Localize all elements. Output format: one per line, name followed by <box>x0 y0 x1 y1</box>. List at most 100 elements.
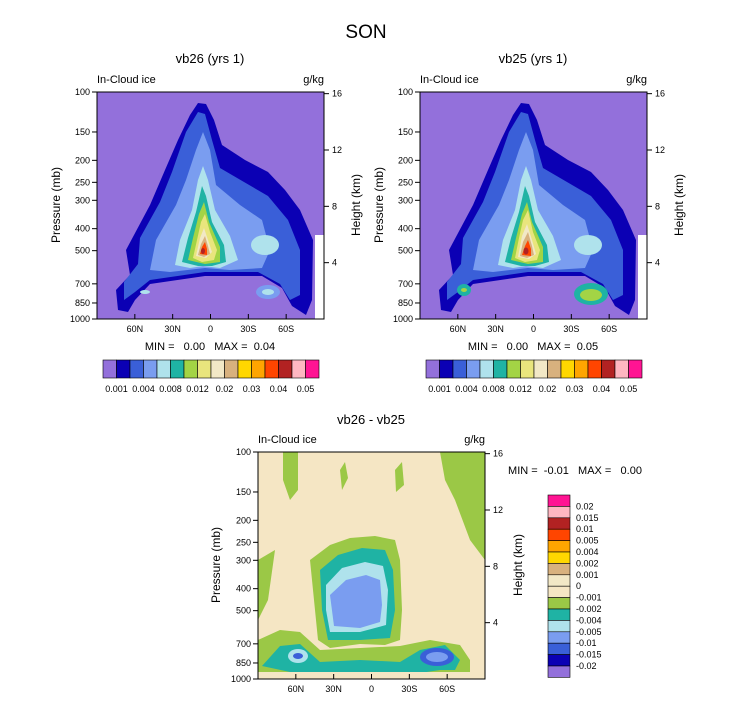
panel-vb26: vb26 (yrs 1) In-Cloud ice g/kg 100 150 200… <box>49 51 363 394</box>
y-tick-label: 300 <box>398 195 413 205</box>
colorbar-swatch <box>547 620 571 633</box>
colorbar-swatch <box>183 359 198 379</box>
contour-level <box>258 550 275 620</box>
contour-level <box>340 462 348 490</box>
y-tick-label: 700 <box>75 279 90 289</box>
x-tick-label: 60N <box>127 324 144 334</box>
y2-axis-label: Height (km) <box>672 174 686 236</box>
contour-feature <box>262 289 274 295</box>
y-tick-label: 700 <box>236 639 251 649</box>
contour-level <box>262 644 460 676</box>
variable-label: In-Cloud ice <box>97 74 156 86</box>
y-tick-label: 200 <box>236 515 251 525</box>
y-tick-label: 200 <box>398 155 413 165</box>
y-tick-label: 400 <box>398 224 413 234</box>
colorbar-swatch <box>264 359 279 379</box>
y-tick-label: 150 <box>236 487 251 497</box>
y2-tick-label: 12 <box>655 145 665 155</box>
x-tick-label: 60S <box>601 324 617 334</box>
colorbar-swatch <box>466 359 481 379</box>
y2-tick-label: 4 <box>332 258 337 268</box>
y-tick-label: 500 <box>398 246 413 256</box>
colorbar-swatch <box>547 551 571 564</box>
colorbar-swatch <box>425 359 440 379</box>
colorbar-swatch <box>452 359 467 379</box>
x-tick-labels: 60N 30N 0 30S 60S <box>450 324 618 334</box>
colorbar-label: 0.02 <box>576 501 594 511</box>
colorbar-swatch <box>237 359 252 379</box>
panel-title: vb25 (yrs 1) <box>499 51 568 66</box>
y-tick-label: 100 <box>398 87 413 97</box>
panel-difference: vb26 - vb25 In-Cloud ice g/kg 100 150 200 2… <box>209 412 642 694</box>
colorbar: 0.001 0.004 0.008 0.012 0.02 0.03 0.04 0.05 <box>102 359 320 394</box>
x-tick-label: 60S <box>439 684 455 694</box>
colorbar-label: 0.001 <box>105 384 128 394</box>
y-axis-label: Pressure (mb) <box>49 167 63 243</box>
contour-peak <box>201 248 205 254</box>
colorbar-swatch <box>291 359 306 379</box>
colorbar-label: 0.02 <box>539 384 557 394</box>
y2-axis-label: Height (km) <box>349 174 363 236</box>
y-tick-label: 100 <box>236 447 251 457</box>
colorbar-swatch <box>587 359 602 379</box>
contour-feature <box>293 653 303 659</box>
y-tick-labels: 100 150 200 250 300 400 500 700 850 1000 <box>231 447 251 684</box>
colorbar: 0.001 0.004 0.008 0.012 0.02 0.03 0.04 0.05 <box>425 359 643 394</box>
colorbar-swatch <box>170 359 185 379</box>
colorbar-label: 0.03 <box>566 384 584 394</box>
y-tick-label: 100 <box>75 87 90 97</box>
colorbar-label: 0.01 <box>576 524 594 534</box>
y2-tick-labels: 16 12 8 4 <box>332 89 342 268</box>
colorbar-swatch <box>601 359 616 379</box>
x-tick-label: 60S <box>278 324 294 334</box>
y2-tick-labels: 16 12 8 4 <box>493 449 503 628</box>
colorbar-swatch <box>614 359 629 379</box>
colorbar-swatch <box>102 359 117 379</box>
colorbar-swatch <box>143 359 158 379</box>
figure-title: SON <box>345 22 386 43</box>
colorbar-label: 0.012 <box>509 384 532 394</box>
units-label: g/kg <box>626 74 647 86</box>
colorbar-label: -0.005 <box>576 627 602 637</box>
y-tick-label: 500 <box>236 606 251 616</box>
colorbar-swatch <box>547 608 571 621</box>
y-tick-label: 300 <box>75 195 90 205</box>
y-tick-label: 250 <box>75 177 90 187</box>
x-tick-label: 30N <box>164 324 181 334</box>
y-tick-label: 500 <box>75 246 90 256</box>
colorbar-label: -0.01 <box>576 638 597 648</box>
y2-tick-label: 16 <box>332 89 342 99</box>
y2-tick-label: 12 <box>332 145 342 155</box>
colorbar-label: 0.008 <box>159 384 182 394</box>
y2-tick-labels: 16 12 8 4 <box>655 89 665 268</box>
x-tick-label: 60N <box>288 684 305 694</box>
colorbar-swatch <box>493 359 508 379</box>
y-tick-labels: 100 150 200 250 300 400 500 700 850 1000 <box>393 87 413 324</box>
y-tick-label: 700 <box>398 279 413 289</box>
y2-tick-label: 4 <box>655 258 660 268</box>
contour-field <box>258 452 485 679</box>
min-max-stats: MIN = 0.00 MAX = 0.04 <box>145 341 275 353</box>
colorbar-swatch <box>628 359 643 379</box>
contour-level <box>440 452 485 560</box>
y-tick-label: 850 <box>75 298 90 308</box>
x-tick-labels: 60N 30N 0 30S 60S <box>127 324 295 334</box>
masked-region <box>638 235 647 319</box>
y-tick-label: 1000 <box>70 314 90 324</box>
y-tick-label: 250 <box>236 537 251 547</box>
colorbar-label: -0.015 <box>576 650 602 660</box>
colorbar-swatch <box>547 597 571 610</box>
y2-tick-label: 8 <box>655 201 660 211</box>
colorbar-label: 0.001 <box>428 384 451 394</box>
y-tick-label: 400 <box>75 224 90 234</box>
colorbar-label: 0.05 <box>297 384 315 394</box>
colorbar-swatch <box>533 359 548 379</box>
colorbar-label: 0.005 <box>576 536 599 546</box>
contour-feature <box>574 235 602 255</box>
colorbar-swatch <box>547 585 571 598</box>
x-tick-label: 30N <box>487 324 504 334</box>
y-axis-label: Pressure (mb) <box>372 167 386 243</box>
colorbar-swatch <box>547 506 571 519</box>
